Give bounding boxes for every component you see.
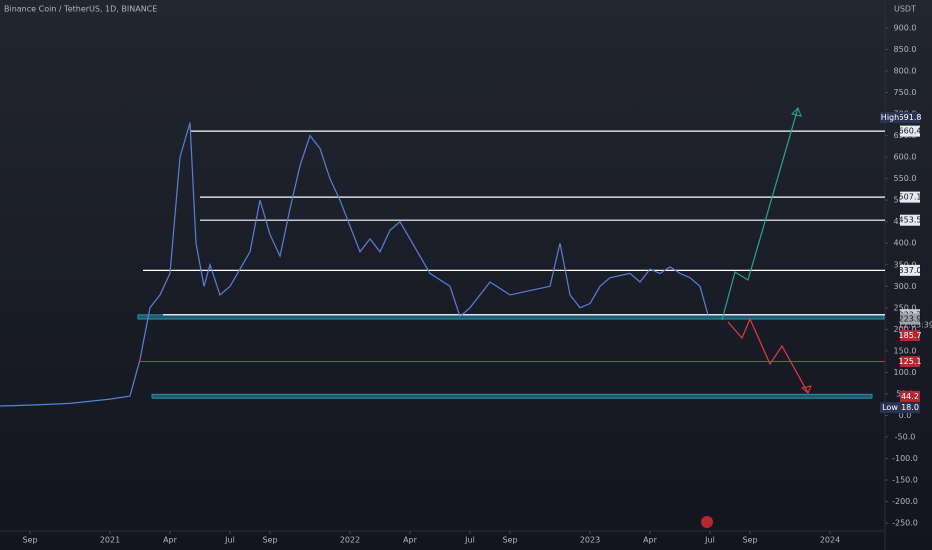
- price-label: 223.9: [899, 315, 922, 324]
- bull-scenario-arrow: [721, 107, 799, 321]
- support-zone: [137, 314, 885, 320]
- x-tick-label: Sep: [742, 536, 757, 545]
- price-label: 691.8: [899, 113, 922, 122]
- y-tick-label: 900.0: [894, 23, 917, 32]
- x-tick-label: Jul: [224, 536, 235, 545]
- x-tick-label: Sep: [262, 536, 277, 545]
- y-tick-label: -200.0: [892, 497, 918, 506]
- y-tick-label: 800.0: [894, 67, 917, 76]
- x-tick-label: Jul: [704, 536, 715, 545]
- price-label-box: [900, 264, 920, 276]
- y-tick-label: 0.0: [899, 411, 912, 420]
- price-label: 18.0: [901, 403, 919, 412]
- price-label-box: [900, 191, 920, 203]
- chart-title: Binance Coin / TetherUS, 1D, BINANCE: [4, 5, 157, 14]
- support-zone: [151, 393, 873, 399]
- price-label-box: [900, 125, 920, 137]
- price-label: 453.5: [899, 216, 922, 225]
- bull-arrow-head: [791, 107, 802, 117]
- y-tick-label: 150.0: [894, 346, 917, 355]
- x-tick-label: Apr: [403, 536, 418, 545]
- price-label-box: [900, 112, 920, 124]
- price-line: [0, 122, 709, 407]
- price-tag-box: [880, 112, 900, 124]
- price-label: 125.1: [899, 357, 922, 366]
- y-tick-label: 600.0: [894, 153, 917, 162]
- x-tick-label: Apr: [643, 536, 658, 545]
- price-label-box: [900, 329, 920, 341]
- price-label: 44.2: [901, 392, 919, 401]
- plot: [0, 122, 885, 407]
- x-tick-label: 2024: [820, 536, 840, 545]
- x-tick-label: Apr: [163, 536, 178, 545]
- y-tick-label: 550.0: [894, 174, 917, 183]
- price-label-box: [900, 214, 920, 226]
- y-tick-label: -50.0: [895, 432, 916, 441]
- y-tick-label: 400.0: [894, 239, 917, 248]
- y-tick-label: -100.0: [892, 454, 918, 463]
- x-tick-label: 2021: [100, 536, 120, 545]
- y-tick-label: 850.0: [894, 45, 917, 54]
- price-label-box: [900, 313, 920, 325]
- price-label-box: [900, 402, 920, 414]
- price-label: 185.7: [899, 331, 922, 340]
- y-axis-label: USDT: [894, 5, 916, 14]
- countdown: 12:03:39: [898, 320, 932, 329]
- y-tick-label: 750.0: [894, 88, 917, 97]
- price-label: 337.0: [899, 266, 922, 275]
- event-icon[interactable]: [701, 516, 713, 528]
- price-label: 507.1: [899, 193, 922, 202]
- x-tick-label: Sep: [22, 536, 37, 545]
- price-tag: Low: [882, 403, 898, 412]
- y-tick-label: 250.0: [894, 303, 917, 312]
- price-label-box: [900, 390, 920, 402]
- y-tick-label: -150.0: [892, 475, 918, 484]
- bear-arrow-head: [800, 385, 812, 394]
- x-tick-label: Sep: [502, 536, 517, 545]
- x-tick-label: Jul: [464, 536, 475, 545]
- x-tick-label: 2023: [580, 536, 600, 545]
- y-tick-label: 200.0: [894, 325, 917, 334]
- price-tag-box: [880, 402, 900, 414]
- price-label-box: [900, 356, 920, 368]
- y-tick-label: -250.0: [892, 519, 918, 528]
- price-tag: High: [881, 113, 899, 122]
- y-tick-label: 300.0: [894, 282, 917, 291]
- y-tick-label: 100.0: [894, 368, 917, 377]
- y-tick-label: 350.0: [894, 260, 917, 269]
- x-tick-label: 2022: [340, 536, 360, 545]
- bear-scenario-arrow: [727, 317, 809, 394]
- price-label: 660.4: [899, 127, 922, 136]
